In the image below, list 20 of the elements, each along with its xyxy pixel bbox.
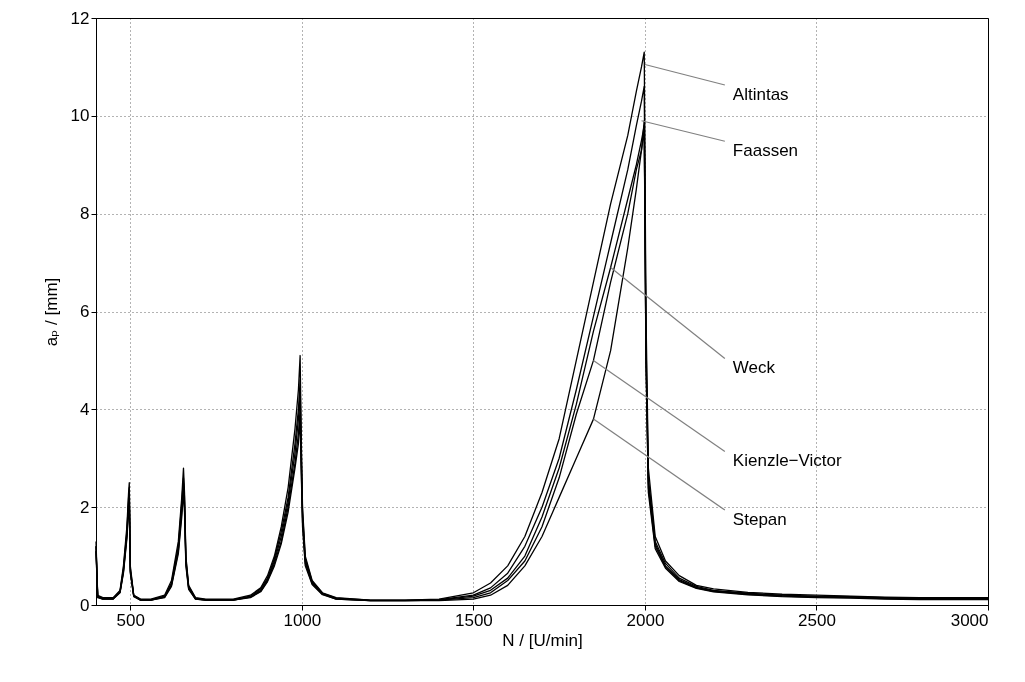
x-tick-label: 2500 (798, 610, 836, 630)
x-tick-label: 3000 (950, 610, 989, 630)
x-tick-label: 1500 (454, 610, 493, 630)
y-tick-label: 4 (80, 399, 90, 419)
annotation: Stepan (732, 510, 787, 530)
x-tick-label: 1000 (283, 610, 322, 630)
annotation: Altintas (732, 85, 789, 105)
x-axis-title: N / [U/min] (502, 630, 583, 650)
x-tick-label: 2000 (626, 610, 665, 630)
y-axis-title: aₚ / [mm] (41, 277, 61, 347)
y-tick-label: 8 (80, 204, 90, 224)
y-tick-label: 2 (80, 497, 90, 517)
x-tick-label: 500 (116, 610, 145, 630)
y-tick-label: 10 (70, 106, 90, 126)
annotation: Kienzle−Victor (732, 451, 843, 471)
y-tick-label: 0 (80, 595, 90, 615)
y-tick-label: 6 (80, 302, 90, 321)
annotation: Faassen (732, 141, 799, 161)
annotation: Weck (732, 358, 776, 378)
y-tick-label: 12 (70, 8, 90, 28)
